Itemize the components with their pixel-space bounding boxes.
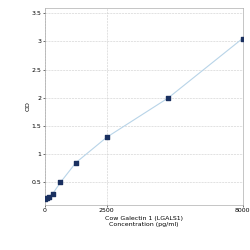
Y-axis label: OD: OD xyxy=(25,101,30,111)
Point xyxy=(240,36,244,40)
Point xyxy=(74,161,78,165)
Point xyxy=(166,96,170,100)
Point xyxy=(45,196,49,200)
Point xyxy=(105,135,109,139)
Point xyxy=(51,192,55,196)
Point xyxy=(58,180,62,184)
X-axis label: Cow Galectin 1 (LGALS1)
Concentration (pg/ml): Cow Galectin 1 (LGALS1) Concentration (p… xyxy=(105,216,183,227)
Point xyxy=(43,197,47,201)
Point xyxy=(47,194,51,198)
